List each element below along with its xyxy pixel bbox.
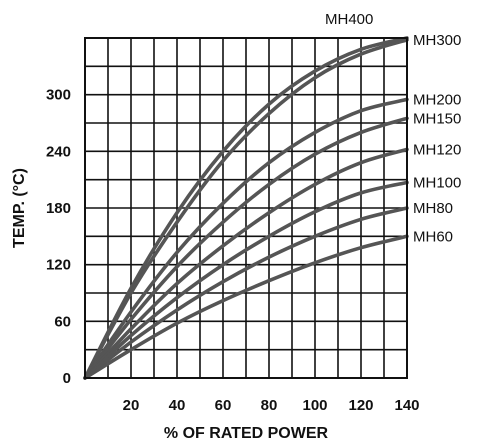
series-line-mh60 bbox=[83, 234, 409, 380]
y-tick-label: 180 bbox=[46, 200, 71, 217]
x-tick-labels: 20 40 60 80 100 120 140 bbox=[123, 397, 420, 414]
series-line-mh150 bbox=[83, 116, 409, 380]
y-tick-labels: 0 60 120 180 240 300 bbox=[46, 87, 71, 387]
y-tick-label: 60 bbox=[54, 313, 71, 330]
series-label-mh60: MH60 bbox=[413, 228, 453, 245]
series-label-mh150: MH150 bbox=[413, 110, 461, 127]
x-tick-label: 80 bbox=[261, 397, 278, 414]
series-line-mh120 bbox=[83, 147, 409, 380]
series-label-mh120: MH120 bbox=[413, 141, 461, 158]
series-curves bbox=[83, 36, 409, 380]
plot-frame bbox=[84, 37, 408, 379]
y-tick-label: 240 bbox=[46, 143, 71, 160]
series-line-mh200 bbox=[83, 97, 409, 380]
x-tick-label: 60 bbox=[215, 397, 232, 414]
x-tick-label: 100 bbox=[302, 397, 327, 414]
series-label-mh300: MH300 bbox=[413, 32, 461, 49]
series-label-mh400: MH400 bbox=[325, 11, 373, 28]
x-axis-title: % OF RATED POWER bbox=[164, 425, 329, 442]
y-tick-label: 120 bbox=[46, 257, 71, 274]
series-line-mh400 bbox=[83, 36, 409, 380]
series-line-mh300 bbox=[83, 38, 409, 380]
series-label-mh200: MH200 bbox=[413, 91, 461, 108]
y-tick-label: 300 bbox=[46, 87, 71, 104]
y-axis-title: TEMP. (°C) bbox=[11, 168, 28, 248]
series-label-mh100: MH100 bbox=[413, 175, 461, 192]
series-line-mh100 bbox=[83, 180, 409, 380]
x-tick-label: 20 bbox=[123, 397, 140, 414]
series-label-mh80: MH80 bbox=[413, 200, 453, 217]
y-tick-label: 0 bbox=[63, 370, 71, 387]
x-tick-label: 140 bbox=[394, 397, 419, 414]
grid bbox=[85, 38, 407, 378]
series-labels: MH400 MH300 MH200 MH150 MH120 MH100 MH80 MH60 bbox=[325, 11, 461, 245]
series-line-mh80 bbox=[83, 206, 409, 380]
x-tick-label: 120 bbox=[348, 397, 373, 414]
x-tick-label: 40 bbox=[169, 397, 186, 414]
